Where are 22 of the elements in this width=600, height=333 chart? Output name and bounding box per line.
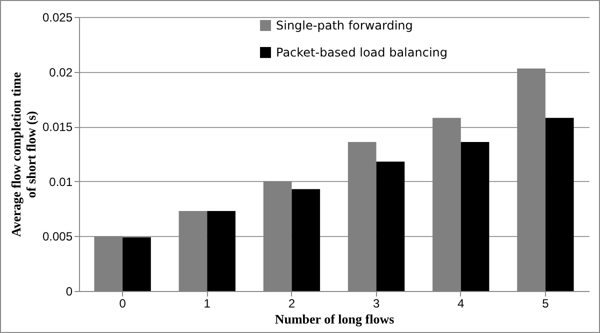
bar <box>292 189 320 291</box>
y-tick-label: 0 <box>66 284 73 298</box>
x-axis-title: Number of long flows <box>274 312 394 326</box>
y-tick-label: 0.005 <box>42 230 73 244</box>
legend-label: Packet-based load balancing <box>276 46 448 60</box>
x-tick-label: 5 <box>542 296 550 310</box>
y-tick-label: 0.02 <box>49 65 73 80</box>
x-tick-label: 3 <box>372 296 380 310</box>
x-tick-label: 1 <box>204 296 211 310</box>
y-tick-label: 0.025 <box>42 10 73 24</box>
bar <box>207 210 236 291</box>
bar <box>545 118 574 291</box>
legend-label: Single-path forwarding <box>276 18 413 32</box>
x-tick-label: 4 <box>458 296 465 310</box>
y-axis-title: Average flow completion time of short flow (s) <box>8 72 38 237</box>
y-tick-label: 0.01 <box>49 174 73 189</box>
bar <box>460 142 490 291</box>
x-tick-label: 0 <box>119 296 126 310</box>
y-tick-label: 0.015 <box>42 120 73 134</box>
bar <box>122 237 151 291</box>
x-tick-label: 2 <box>288 296 296 310</box>
bar <box>376 162 405 291</box>
